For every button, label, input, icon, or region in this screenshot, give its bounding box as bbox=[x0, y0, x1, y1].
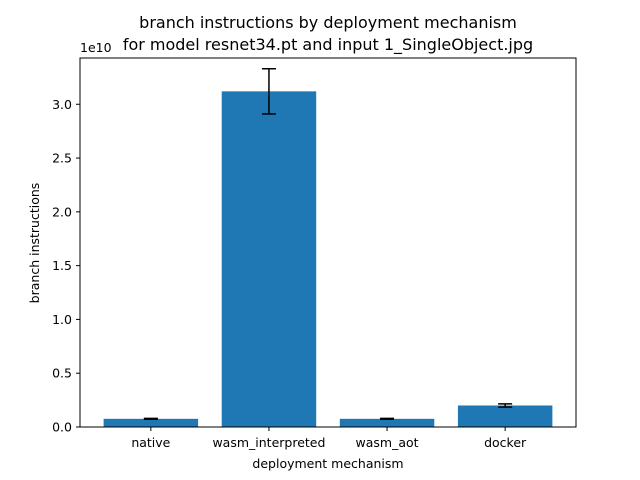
y-axis-offset-label: 1e10 bbox=[80, 40, 112, 55]
y-tick-label: 1.5 bbox=[52, 258, 72, 273]
plot-area: native wasm_interpreted wasm_aot docker 0.0 0… bbox=[52, 57, 577, 450]
chart-title-line-1: branch instructions by deployment mechan… bbox=[139, 13, 517, 32]
y-tick-label: 1.0 bbox=[52, 312, 72, 327]
x-tick-label: wasm_aot bbox=[356, 435, 419, 450]
bar bbox=[339, 418, 435, 427]
plot-frame bbox=[79, 57, 577, 428]
chart-title-line-2: for model resnet34.pt and input 1_Single… bbox=[123, 35, 533, 55]
y-tick-label: 2.0 bbox=[52, 204, 72, 219]
y-axis-label: branch instructions bbox=[27, 183, 42, 304]
x-tick-label: docker bbox=[484, 435, 527, 450]
bar bbox=[103, 418, 199, 427]
y-tick-label: 0.0 bbox=[52, 420, 72, 435]
bar bbox=[221, 91, 317, 427]
x-tick-label: native bbox=[131, 435, 170, 450]
x-axis-label: deployment mechanism bbox=[252, 456, 403, 471]
x-tick-label: wasm_interpreted bbox=[212, 435, 325, 450]
bar bbox=[457, 405, 553, 427]
y-tick-label: 2.5 bbox=[52, 151, 72, 166]
y-tick-label: 0.5 bbox=[52, 366, 72, 381]
y-tick-label: 3.0 bbox=[52, 97, 72, 112]
